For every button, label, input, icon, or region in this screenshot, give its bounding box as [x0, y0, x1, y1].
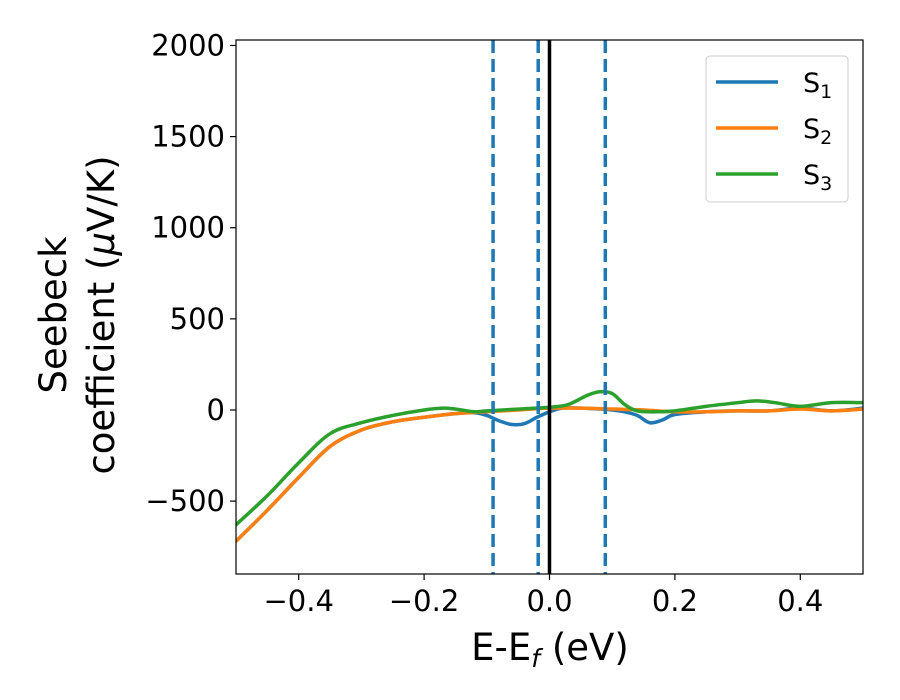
- y-axis-title-line2: coefficient (μV/K): [80, 155, 123, 474]
- x-tick-label: −0.2: [389, 584, 459, 618]
- legend-label-s2: S2: [803, 114, 832, 149]
- y-axis-title-prefix: coefficient (: [80, 255, 123, 474]
- y-axis-title-line1: Seebeck: [32, 236, 75, 394]
- series-line-s3: [236, 389, 863, 527]
- x-tick-label: 0.2: [652, 584, 698, 618]
- x-axis-ticks: −0.4 −0.2 0.0 0.2 0.4: [263, 574, 823, 618]
- y-axis-title: Seebeck coefficient (μV/K): [32, 155, 123, 474]
- y-axis-ticks: −500 0 500 1000 1500 2000: [145, 28, 236, 518]
- x-tick-label: −0.4: [263, 584, 333, 618]
- x-axis-title-unit: (eV): [540, 626, 629, 669]
- legend: S1 S2 S3: [705, 55, 849, 203]
- y-axis-title-unit: V/K): [80, 155, 123, 231]
- y-tick-label: 2000: [151, 28, 225, 62]
- x-axis-title: E-Ef (eV): [471, 626, 629, 673]
- y-tick-label: 1000: [151, 211, 225, 245]
- y-tick-label: 1500: [151, 120, 225, 154]
- legend-label-s1: S1: [803, 68, 832, 103]
- y-axis-title-mu: μ: [80, 232, 123, 257]
- y-tick-label: 0: [207, 393, 225, 427]
- y-tick-label: 500: [170, 302, 225, 336]
- y-tick-label: −500: [145, 484, 225, 518]
- legend-label-s3: S3: [803, 160, 832, 195]
- plot-content: [236, 40, 863, 574]
- x-axis-title-main: E-E: [471, 626, 531, 669]
- x-tick-label: 0.0: [526, 584, 572, 618]
- x-tick-label: 0.4: [777, 584, 823, 618]
